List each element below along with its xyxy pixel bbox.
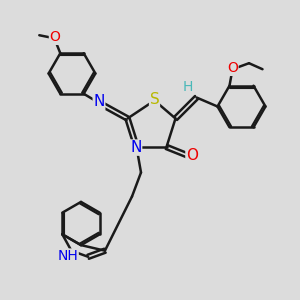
Text: N: N — [93, 94, 105, 110]
Text: NH: NH — [57, 249, 78, 263]
Text: O: O — [186, 148, 198, 164]
Text: O: O — [227, 61, 238, 75]
Text: N: N — [130, 140, 142, 155]
Text: H: H — [182, 80, 193, 94]
Text: S: S — [150, 92, 159, 107]
Text: O: O — [50, 30, 60, 44]
